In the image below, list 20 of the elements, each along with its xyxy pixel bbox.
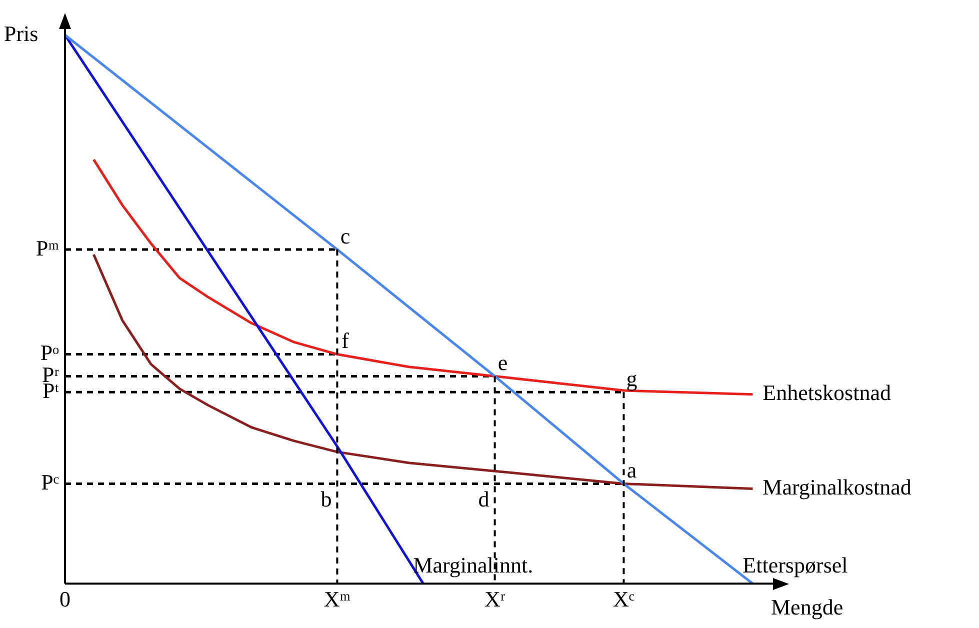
annotation: e (498, 350, 508, 376)
annotation: Pᵒ (40, 340, 59, 366)
series-label: Enhetskostnad (762, 380, 891, 406)
annotation: Pᵐ (36, 235, 60, 260)
annotation: f (342, 328, 350, 354)
x-tick-label: Xᵐ (324, 586, 351, 612)
annotation: a (626, 458, 637, 483)
annotation: d (478, 486, 490, 512)
x-axis-title: Mengde (771, 594, 844, 620)
annotation: g (626, 366, 638, 391)
series-label: Marginalkostnad (762, 474, 912, 500)
x-tick-label: Xᶜ (612, 586, 635, 612)
annotation: b (320, 486, 332, 512)
series-label: Etterspørsel (742, 552, 848, 578)
x-tick-label: 0 (60, 586, 70, 612)
annotation: Pᶜ (41, 470, 60, 495)
x-tick-label: Xʳ (484, 586, 506, 612)
annotation: c (340, 223, 350, 248)
series-label: Marginalinnt. (413, 552, 534, 578)
y-axis-title: Pris (4, 20, 38, 46)
